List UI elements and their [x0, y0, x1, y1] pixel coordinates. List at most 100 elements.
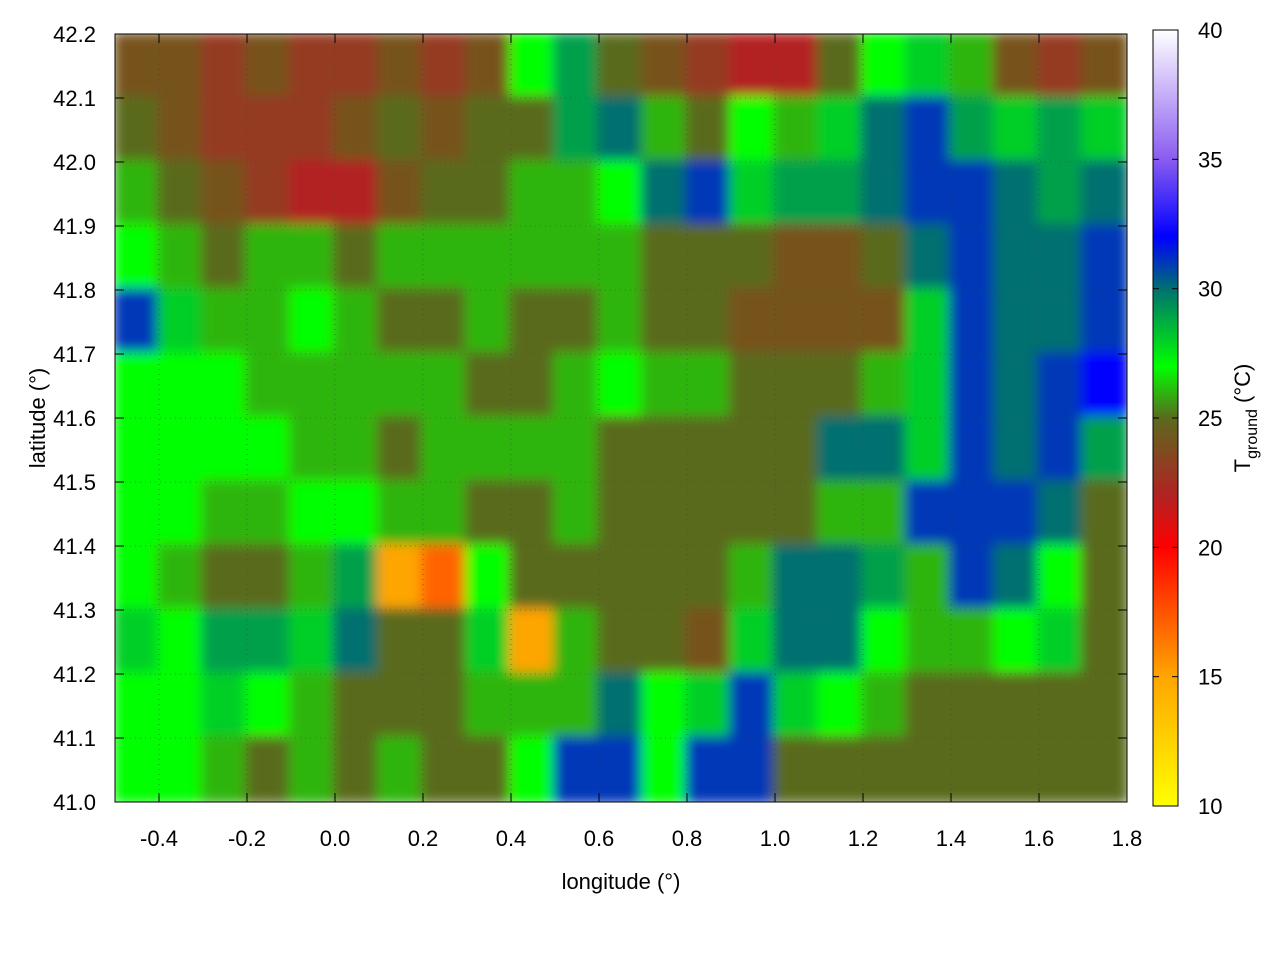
heatmap-cell — [685, 34, 733, 100]
heatmap-cell — [685, 608, 733, 676]
heatmap-cell — [1037, 672, 1085, 740]
heatmap-cell — [553, 288, 601, 356]
heatmap-cell — [377, 736, 425, 802]
heatmap-cell — [641, 288, 689, 356]
heatmap-cell — [641, 416, 689, 484]
heatmap-cell — [201, 224, 249, 292]
heatmap-cell — [553, 736, 601, 802]
heatmap-cell — [641, 96, 689, 164]
x-axis: -0.4 -0.2 0.0 0.2 0.4 0.6 0.8 1.0 1.2 1.4 1.6 1.8 — [140, 34, 1142, 851]
heatmap-cell — [685, 544, 733, 612]
heatmap-cell — [289, 736, 337, 802]
heatmap-cell — [115, 224, 161, 292]
heatmap-cell — [949, 544, 997, 612]
heatmap-cell — [333, 608, 381, 676]
heatmap-cell — [1081, 96, 1127, 164]
heatmap-cell — [597, 416, 645, 484]
heatmap-cell — [817, 416, 865, 484]
heatmap-cell — [597, 736, 645, 802]
heatmap-cell — [993, 160, 1041, 228]
heatmap-cell — [377, 288, 425, 356]
heatmap-cell — [685, 352, 733, 420]
heatmap-cell — [115, 160, 161, 228]
heatmap-cell — [993, 288, 1041, 356]
heatmap-cell — [1081, 160, 1127, 228]
heatmap-cell — [1037, 480, 1085, 548]
heatmap-cell — [289, 96, 337, 164]
heatmap-cell — [905, 160, 953, 228]
heatmap-cell — [421, 34, 469, 100]
heatmap-cell — [553, 96, 601, 164]
heatmap-cell — [377, 416, 425, 484]
heatmap-cell — [465, 416, 513, 484]
heatmap-cell — [861, 736, 909, 802]
heatmap-cell — [1037, 34, 1085, 100]
heatmap-cell — [773, 544, 821, 612]
heatmap-cell — [201, 544, 249, 612]
heatmap-cell — [201, 96, 249, 164]
heatmap-cell — [685, 96, 733, 164]
heatmap-cell — [685, 736, 733, 802]
heatmap-cell — [1081, 672, 1127, 740]
heatmap-cell — [817, 34, 865, 100]
heatmap-cell — [201, 416, 249, 484]
heatmap-cell — [245, 224, 293, 292]
heatmap-cell — [289, 672, 337, 740]
y-tick-label: 41.6 — [53, 406, 96, 431]
heatmap-cell — [289, 160, 337, 228]
heatmap-cell — [377, 480, 425, 548]
heatmap-cell — [1081, 224, 1127, 292]
heatmap-cell — [905, 96, 953, 164]
heatmap-cell — [949, 736, 997, 802]
heatmap-cell — [289, 34, 337, 100]
heatmap-cell — [465, 34, 513, 100]
heatmap-cell — [817, 608, 865, 676]
heatmap-cell — [333, 544, 381, 612]
colorbar-label: Tground (°C) — [1230, 364, 1261, 473]
heatmap-cell — [861, 608, 909, 676]
heatmap-cell — [333, 480, 381, 548]
heatmap-cell — [597, 34, 645, 100]
heatmap-cell — [465, 96, 513, 164]
heatmap-cell — [333, 288, 381, 356]
x-tick-label: 1.6 — [1024, 826, 1055, 851]
heatmap-cell — [641, 736, 689, 802]
heatmap-cell — [1081, 736, 1127, 802]
colorbar-tick-label: 20 — [1198, 535, 1222, 560]
heatmap-cell — [1081, 416, 1127, 484]
heatmap-cell — [509, 352, 557, 420]
heatmap-cell — [509, 224, 557, 292]
heatmap-cell — [245, 608, 293, 676]
heatmap-cell — [773, 96, 821, 164]
heatmap-cell — [245, 544, 293, 612]
heatmap-cell — [509, 672, 557, 740]
heatmap-cell — [245, 416, 293, 484]
heatmap-cell — [817, 352, 865, 420]
heatmap-cell — [509, 480, 557, 548]
heatmap-cell — [465, 608, 513, 676]
heatmap-cell — [993, 352, 1041, 420]
heatmap-cell — [641, 34, 689, 100]
heatmap-cell — [509, 160, 557, 228]
heatmap-cell — [597, 160, 645, 228]
heatmap-cell — [553, 416, 601, 484]
heatmap-cell — [905, 34, 953, 100]
heatmap-cell — [115, 672, 161, 740]
heatmap-cell — [773, 416, 821, 484]
heatmap-cell — [905, 672, 953, 740]
heatmap-cell — [729, 288, 777, 356]
heatmap-cell — [905, 416, 953, 484]
heatmap-cell — [861, 352, 909, 420]
y-tick-label: 42.1 — [53, 86, 96, 111]
heatmap-cell — [377, 224, 425, 292]
heatmap-cell — [157, 608, 205, 676]
heatmap-cell — [157, 224, 205, 292]
heatmap-cell — [157, 672, 205, 740]
x-tick-label: 1.2 — [848, 826, 879, 851]
heatmap-cell — [641, 672, 689, 740]
y-tick-label: 41.9 — [53, 214, 96, 239]
heatmap-cell — [465, 736, 513, 802]
heatmap-cell — [773, 288, 821, 356]
heatmap-cell — [421, 160, 469, 228]
